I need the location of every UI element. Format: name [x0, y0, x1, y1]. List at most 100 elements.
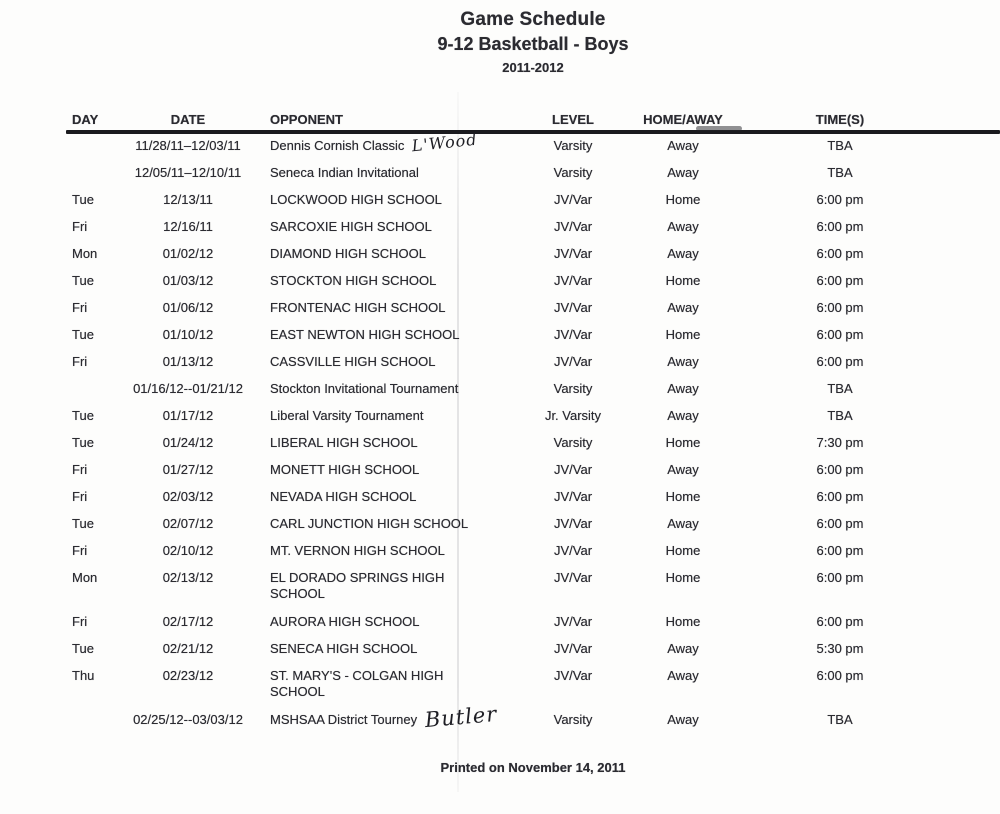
cell-home-away: Away	[667, 165, 699, 180]
cell-time: 6:00 pm	[816, 192, 864, 207]
cell-time: 6:00 pm	[816, 327, 864, 342]
header-rule	[66, 130, 1000, 134]
cell-day: Fri	[72, 300, 88, 315]
cell-level: JV/Var	[553, 462, 593, 477]
schedule-row: 11/28/11–12/03/11 Dennis Cornish Classic L…	[66, 130, 1000, 165]
cell-opponent: STOCKTON HIGH SCHOOL	[266, 273, 520, 289]
table-header-row: DAY DATE OPPONENT LEVEL HOME/AWAY TIME(S…	[66, 112, 1000, 128]
cell-date: 01/13/12	[162, 354, 214, 369]
cell-opponent: DIAMOND HIGH SCHOOL	[266, 246, 520, 262]
schedule-row: Fri 02/17/12 AURORA HIGH SCHOOL JV/Var Home 6…	[66, 614, 1000, 641]
cell-opponent: Liberal Varsity Tournament	[266, 408, 520, 424]
cell-day: Tue	[72, 408, 94, 423]
cell-home-away: Away	[667, 381, 699, 396]
cell-time: 6:00 pm	[816, 273, 864, 288]
cell-home-away: Away	[667, 408, 699, 423]
schedule-row: Mon 01/02/12 DIAMOND HIGH SCHOOL JV/Var Away…	[66, 246, 1000, 273]
cell-time: 6:00 pm	[816, 462, 864, 477]
schedule-row: Fri 02/10/12 MT. VERNON HIGH SCHOOL JV/Var H…	[66, 543, 1000, 570]
cell-opponent: LIBERAL HIGH SCHOOL	[266, 435, 520, 451]
header-opponent: OPPONENT	[270, 112, 343, 127]
cell-day: Fri	[72, 543, 88, 558]
opponent-name: NEVADA HIGH SCHOOL	[270, 489, 417, 504]
cell-home-away: Home	[665, 614, 701, 629]
opponent-name: ST. MARY'S - COLGAN HIGH SCHOOL	[270, 668, 444, 699]
cell-level: JV/Var	[553, 614, 593, 629]
schedule-row: 12/05/11–12/10/11 Seneca Indian Invitatio…	[66, 165, 1000, 192]
cell-level: JV/Var	[553, 668, 593, 683]
cell-date: 02/03/12	[162, 489, 214, 504]
cell-day: Fri	[72, 354, 88, 369]
opponent-name: Seneca Indian Invitational	[270, 165, 419, 180]
header-day: DAY	[72, 112, 99, 127]
cell-day: Fri	[72, 462, 88, 477]
cell-time: 6:00 pm	[816, 668, 864, 683]
cell-opponent: MSHSAA District Tourney Butler	[266, 702, 520, 732]
ink-smudge	[696, 126, 742, 131]
cell-home-away: Away	[667, 246, 699, 261]
schedule-row: Fri 12/16/11 SARCOXIE HIGH SCHOOL JV/Var Awa…	[66, 219, 1000, 246]
cell-opponent: MONETT HIGH SCHOOL	[266, 462, 520, 478]
cell-day: Tue	[72, 327, 94, 342]
cell-level: JV/Var	[553, 246, 593, 261]
cell-date: 02/21/12	[162, 641, 214, 656]
cell-time: TBA	[827, 408, 853, 423]
cell-home-away: Away	[667, 354, 699, 369]
cell-date: 12/05/11–12/10/11	[134, 165, 242, 180]
cell-level: Varsity	[553, 712, 593, 727]
cell-opponent: ST. MARY'S - COLGAN HIGH SCHOOL	[266, 668, 520, 700]
header-home-away: HOME/AWAY	[643, 112, 723, 127]
opponent-name: CASSVILLE HIGH SCHOOL	[270, 354, 436, 369]
opponent-name: Liberal Varsity Tournament	[270, 408, 424, 423]
cell-level: JV/Var	[553, 300, 593, 315]
cell-level: Varsity	[553, 165, 593, 180]
schedule-row: Tue 01/24/12 LIBERAL HIGH SCHOOL Varsity Hom…	[66, 435, 1000, 462]
cell-date: 01/10/12	[162, 327, 214, 342]
cell-home-away: Away	[667, 668, 699, 683]
cell-opponent: Stockton Invitational Tournament	[266, 381, 520, 397]
cell-level: JV/Var	[553, 516, 593, 531]
cell-home-away: Home	[665, 543, 701, 558]
cell-date: 01/06/12	[162, 300, 214, 315]
cell-time: 6:00 pm	[816, 516, 864, 531]
opponent-name: FRONTENAC HIGH SCHOOL	[270, 300, 446, 315]
cell-home-away: Away	[667, 219, 699, 234]
cell-date: 01/03/12	[162, 273, 214, 288]
cell-home-away: Home	[665, 435, 701, 450]
cell-home-away: Home	[665, 489, 701, 504]
cell-time: 6:00 pm	[816, 614, 864, 629]
cell-day: Thu	[72, 668, 95, 683]
cell-day: Tue	[72, 273, 94, 288]
schedule-row: Tue 01/03/12 STOCKTON HIGH SCHOOL JV/Var Hom…	[66, 273, 1000, 300]
header-level: LEVEL	[552, 112, 594, 127]
cell-day: Tue	[72, 435, 94, 450]
schedule-row: Thu 02/23/12 ST. MARY'S - COLGAN HIGH SCHO…	[66, 668, 1000, 712]
cell-home-away: Away	[667, 462, 699, 477]
cell-time: 6:00 pm	[816, 543, 864, 558]
cell-opponent: Dennis Cornish Classic L'Wood	[266, 130, 520, 156]
cell-date: 01/24/12	[162, 435, 214, 450]
cell-home-away: Away	[667, 641, 699, 656]
cell-level: Varsity	[553, 381, 593, 396]
schedule-row: Tue 12/13/11 LOCKWOOD HIGH SCHOOL JV/Var Hom…	[66, 192, 1000, 219]
cell-home-away: Home	[665, 273, 701, 288]
cell-opponent: SARCOXIE HIGH SCHOOL	[266, 219, 520, 235]
schedule-row: Fri 02/03/12 NEVADA HIGH SCHOOL JV/Var Home 6…	[66, 489, 1000, 516]
opponent-name: SENECA HIGH SCHOOL	[270, 641, 418, 656]
cell-date: 01/02/12	[162, 246, 214, 261]
cell-time: 7:30 pm	[816, 435, 864, 450]
cell-level: JV/Var	[553, 192, 593, 207]
cell-date: 01/16/12--01/21/12	[133, 381, 243, 396]
cell-level: JV/Var	[553, 327, 593, 342]
cell-time: 6:00 pm	[816, 570, 864, 585]
cell-opponent: AURORA HIGH SCHOOL	[266, 614, 520, 630]
cell-time: TBA	[827, 165, 853, 180]
schedule-row: 01/16/12--01/21/12 Stockton Invitational …	[66, 381, 1000, 408]
page-title: Game Schedule	[460, 9, 606, 30]
opponent-name: MSHSAA District Tourney	[270, 712, 418, 727]
cell-time: 6:00 pm	[816, 219, 864, 234]
cell-day: Mon	[72, 570, 98, 585]
cell-opponent: EL DORADO SPRINGS HIGH SCHOOL	[266, 570, 520, 602]
cell-day: Fri	[72, 219, 88, 234]
